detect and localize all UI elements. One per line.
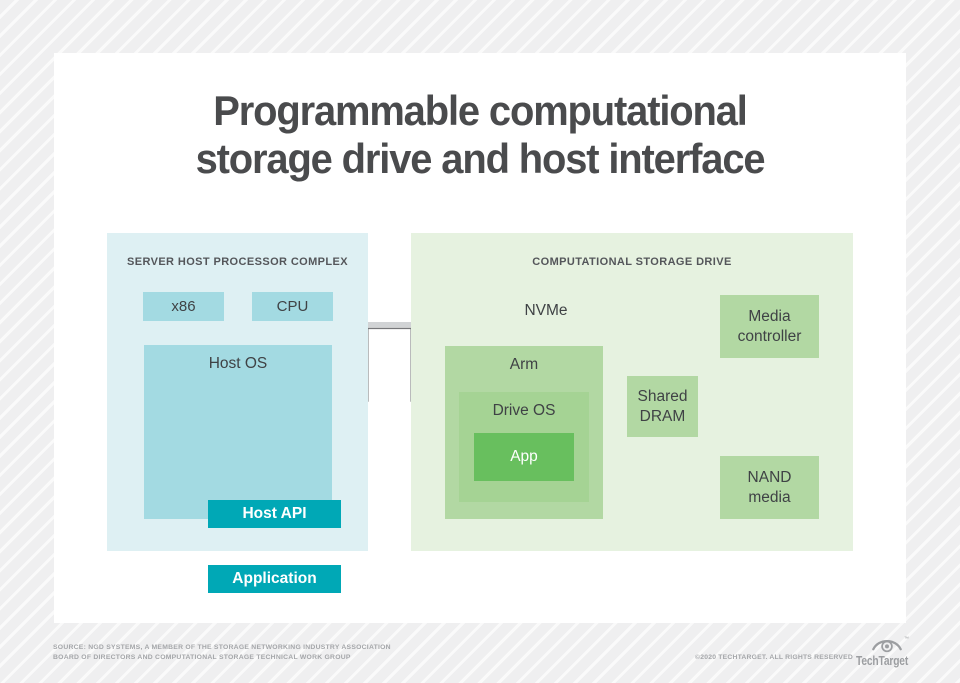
trademark-symbol: ™ — [904, 636, 909, 642]
drive-os-box: Drive OS App — [459, 392, 589, 502]
host-api-box: Host API — [208, 500, 341, 528]
cpu-chip-box: CPU — [252, 292, 333, 321]
application-box: Application — [208, 565, 341, 593]
techtarget-wordmark: TechTarget — [856, 654, 909, 668]
copyright-notice: ©2020 TECHTARGET. ALL RIGHTS RESERVED — [695, 654, 853, 661]
server-host-panel: SERVER HOST PROCESSOR COMPLEX x86 CPU Ho… — [107, 233, 368, 593]
computational-storage-drive-panel: COMPUTATIONAL STORAGE DRIVE NVMe Arm Dri… — [411, 233, 853, 551]
media-controller-box: Media controller — [720, 295, 819, 358]
host-os-label: Host OS — [208, 355, 268, 372]
computational-storage-drive-header: COMPUTATIONAL STORAGE DRIVE — [532, 256, 732, 268]
arm-box: Arm Drive OS App — [445, 346, 603, 519]
arm-label: Arm — [509, 356, 539, 373]
host-os-box: Host OS Host API Application — [144, 345, 341, 593]
shared-dram-box: Shared DRAM — [627, 376, 698, 437]
page-title: Programmable computational storage drive… — [195, 87, 766, 182]
techtarget-logo: ™ TechTarget — [856, 636, 912, 668]
source-attribution: SOURCE: NGD SYSTEMS, A MEMBER OF THE STO… — [53, 644, 391, 661]
app-box: App — [474, 433, 574, 481]
nand-media-box: NAND media — [720, 456, 819, 519]
eye-icon — [872, 639, 902, 653]
server-host-panel-header: SERVER HOST PROCESSOR COMPLEX — [126, 256, 349, 268]
nvme-label: NVMe — [524, 302, 568, 319]
drive-os-label: Drive OS — [492, 402, 556, 419]
x86-chip-box: x86 — [143, 292, 224, 321]
